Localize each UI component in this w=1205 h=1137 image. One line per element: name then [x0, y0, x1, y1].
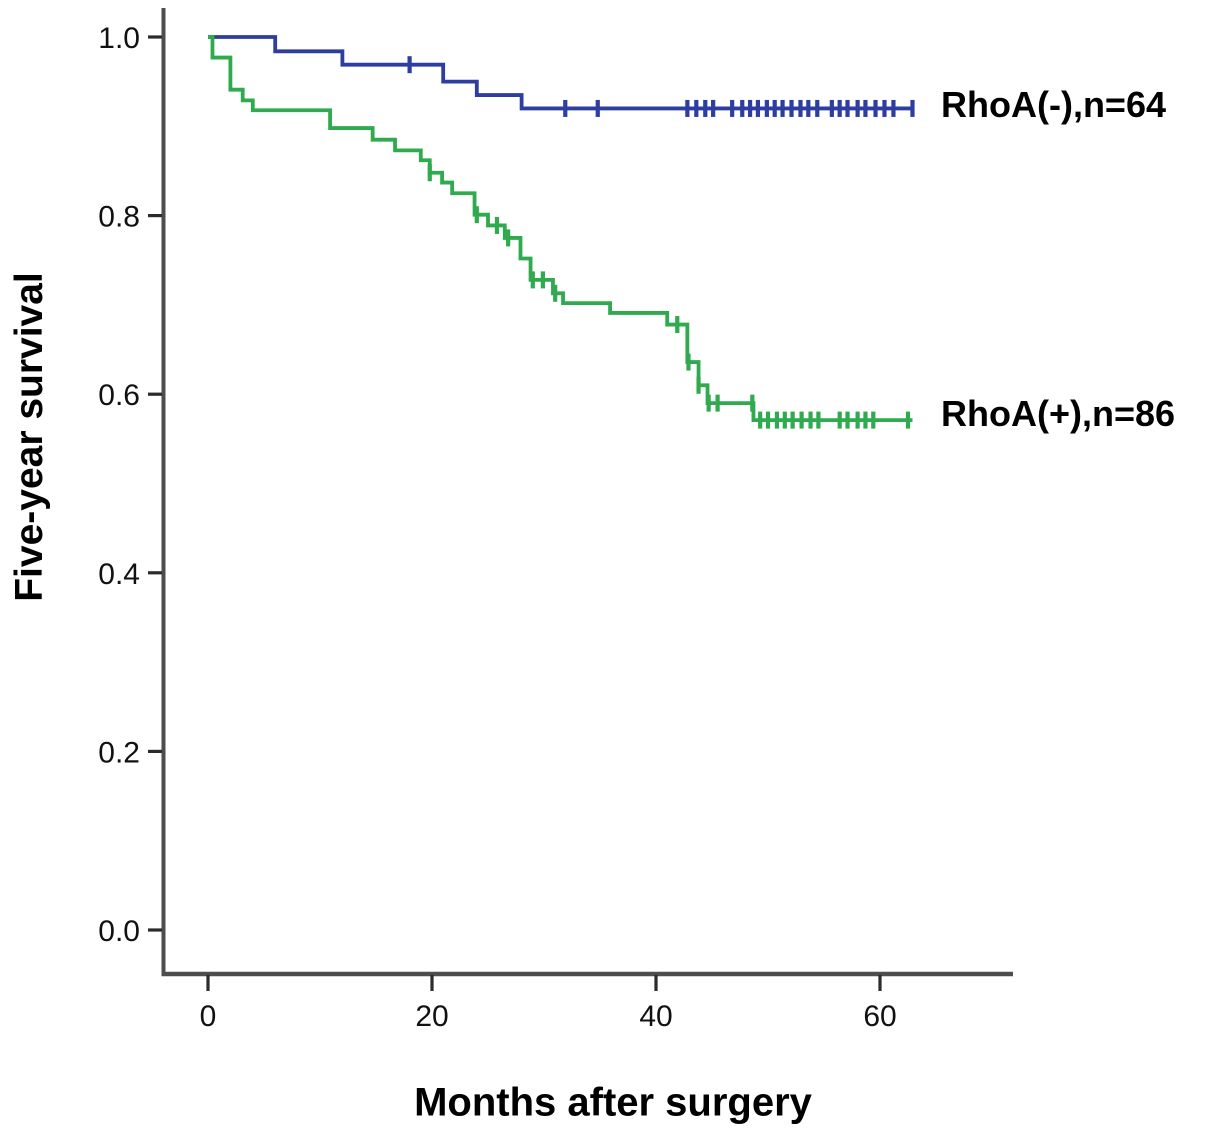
- y-tick-label: 0.8: [98, 201, 140, 234]
- survival-curve-rhoa-positive: [208, 35, 913, 422]
- x-tick-label: 60: [863, 1000, 896, 1033]
- y-axis-title: Five-year survival: [8, 272, 51, 602]
- axis-ticks: 1.0 0.8 0.6 0.4 0.2 0.0 0 20 40 60: [98, 22, 896, 1033]
- y-tick-label: 0.0: [98, 915, 140, 948]
- x-tick-label: 0: [200, 1000, 217, 1033]
- survival-curves: [208, 35, 915, 429]
- x-tick-label: 20: [415, 1000, 448, 1033]
- legend-label-rhoa-positive: RhoA(+),n=86: [941, 393, 1176, 434]
- axes: [161, 8, 1013, 977]
- y-tick-label: 0.6: [98, 379, 140, 412]
- y-tick-label: 1.0: [98, 22, 140, 55]
- survival-curve-rhoa-negative: [208, 35, 914, 111]
- x-axis-title: Months after surgery: [414, 1080, 812, 1125]
- y-tick-label: 0.4: [98, 558, 140, 591]
- x-tick-label: 40: [639, 1000, 672, 1033]
- y-tick-label: 0.2: [98, 736, 140, 769]
- legend-label-rhoa-negative: RhoA(-),n=64: [941, 84, 1166, 125]
